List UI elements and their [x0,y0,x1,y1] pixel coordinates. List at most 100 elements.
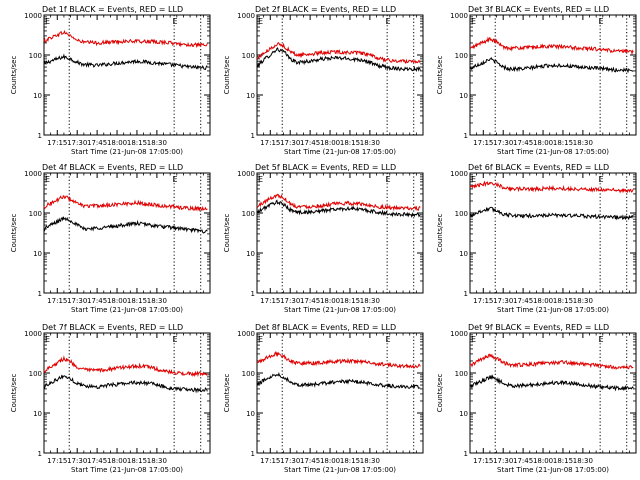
chart-panel-9: Det 9f BLACK = Events, RED = LLD 1 10 100 10… [436,323,637,474]
x-tick-label: 18:15 [127,457,147,465]
x-tick-label: 18:00 [320,139,340,147]
y-tick-label: 100 [29,52,42,60]
y-tick-label: 1 [251,290,255,298]
x-tick-label: 17:30 [280,297,300,305]
y-tick-label: 1 [38,450,42,458]
x-tick-label: 17:45 [513,457,533,465]
x-tick-label: 18:30 [360,297,380,305]
x-tick-label: 17:45 [513,297,533,305]
x-tick-label: 18:00 [107,457,127,465]
y-axis-label: Counts/sec [436,56,444,95]
y-tick-label: 100 [29,210,42,218]
y-tick-label: 1 [251,132,255,140]
x-tick-label: 17:15 [47,139,67,147]
plot-frame [256,332,424,454]
y-axis-label: Counts/sec [10,214,18,253]
x-tick-label: 17:30 [493,457,513,465]
e-marker: E [172,17,177,26]
y-tick-label: 100 [242,52,255,60]
plot-frame [43,14,211,136]
plot-frame [256,14,424,136]
x-tick-label: 17:30 [67,139,87,147]
chart-title: Det 4f BLACK = Events, RED = LLD [42,163,183,172]
x-tick-label: 17:15 [260,139,280,147]
x-tick-label: 17:45 [87,457,107,465]
y-tick-label: 10 [33,92,42,100]
x-tick-label: 17:30 [493,297,513,305]
x-tick-label: 18:00 [533,457,553,465]
x-tick-label: 17:30 [67,297,87,305]
chart-title: Det 2f BLACK = Events, RED = LLD [255,5,396,14]
y-tick-label: 100 [242,370,255,378]
x-tick-label: 18:15 [553,139,573,147]
y-tick-label: 10 [33,410,42,418]
plot-frame [43,172,211,294]
y-tick-label: 100 [455,210,468,218]
y-tick-label: 10 [459,250,468,258]
x-tick-label: 18:15 [553,457,573,465]
plot-frame [469,332,637,454]
x-tick-label: 17:45 [300,297,320,305]
x-tick-label: 18:15 [553,297,573,305]
lld-series-line [469,353,634,371]
y-tick-label: 1000 [237,330,255,338]
x-tick-label: 18:30 [360,457,380,465]
events-series-line [469,374,634,392]
events-series-line [43,216,208,234]
y-tick-label: 1 [464,450,468,458]
x-tick-label: 17:30 [493,139,513,147]
x-tick-label: 18:15 [127,139,147,147]
x-tick-label: 17:15 [473,457,493,465]
events-series-line [256,47,421,72]
y-tick-label: 1 [251,450,255,458]
e-marker: E [258,17,263,26]
lld-series-line [43,355,208,378]
x-tick-label: 17:15 [47,457,67,465]
y-tick-label: 1000 [24,12,42,20]
lld-series-line [43,29,208,49]
y-tick-label: 1000 [450,12,468,20]
e-marker: E [172,175,177,184]
y-tick-label: 100 [242,210,255,218]
e-marker: E [258,335,263,344]
y-tick-label: 1000 [237,12,255,20]
y-axis-label: Counts/sec [10,374,18,413]
events-series-line [469,206,634,221]
e-marker: E [385,175,390,184]
events-series-line [43,374,208,394]
e-marker: E [471,335,476,344]
chart-panel-1: Det 1f BLACK = Events, RED = LLD 1 10 100 10… [10,5,211,156]
x-tick-label: 18:00 [107,297,127,305]
x-axis-label: Start Time (21-Jun-08 17:05:00) [497,306,609,314]
events-series-line [469,56,634,74]
chart-panel-4: Det 4f BLACK = Events, RED = LLD 1 10 100 10… [10,163,211,314]
y-axis-label: Counts/sec [10,56,18,95]
x-tick-label: 17:30 [280,139,300,147]
x-tick-label: 17:45 [513,139,533,147]
x-tick-label: 18:15 [340,139,360,147]
lld-series-line [256,42,421,65]
y-axis-label: Counts/sec [223,374,231,413]
e-marker: E [172,335,177,344]
lld-series-line [256,351,421,369]
x-tick-label: 17:30 [67,457,87,465]
lld-series-line [256,193,421,212]
chart-title: Det 8f BLACK = Events, RED = LLD [255,323,396,332]
e-marker: E [258,175,263,184]
y-tick-label: 10 [246,92,255,100]
x-tick-label: 18:00 [320,297,340,305]
x-axis-label: Start Time (21-Jun-08 17:05:00) [284,306,396,314]
e-marker: E [385,17,390,26]
lld-series-line [43,195,208,212]
chart-panel-2: Det 2f BLACK = Events, RED = LLD 1 10 100 10… [223,5,424,156]
y-tick-label: 1 [38,132,42,140]
y-tick-label: 10 [246,410,255,418]
plot-frame [256,172,424,294]
x-axis-label: Start Time (21-Jun-08 17:05:00) [497,148,609,156]
y-tick-label: 10 [459,92,468,100]
x-axis-label: Start Time (21-Jun-08 17:05:00) [497,466,609,474]
y-tick-label: 1 [464,132,468,140]
chart-title: Det 6f BLACK = Events, RED = LLD [468,163,609,172]
x-tick-label: 18:00 [533,297,553,305]
